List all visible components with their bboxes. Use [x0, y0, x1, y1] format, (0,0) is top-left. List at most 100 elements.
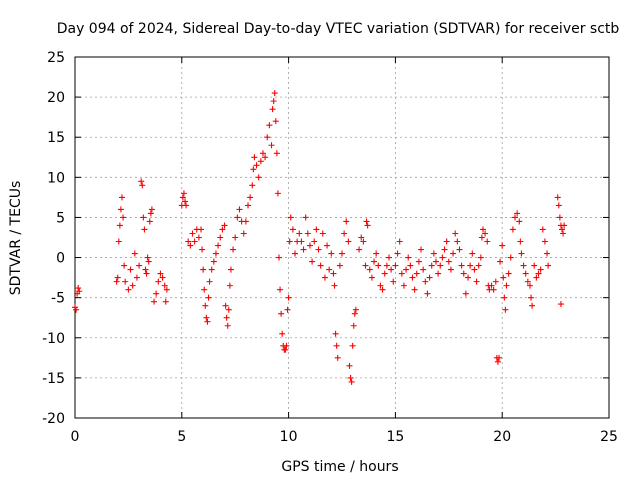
y-tick-label: 25	[47, 50, 65, 66]
data-point	[210, 258, 217, 265]
data-point	[554, 194, 561, 201]
data-point	[447, 266, 454, 273]
data-point	[282, 346, 289, 353]
data-point	[296, 230, 303, 237]
data-point	[555, 202, 562, 209]
data-point	[76, 288, 83, 295]
data-point	[73, 306, 80, 313]
data-point	[140, 214, 147, 221]
x-axis-tick-labels: 0 5 10 15 20 25	[71, 429, 618, 445]
data-point	[201, 286, 208, 293]
data-point	[113, 278, 120, 285]
data-point	[477, 254, 484, 261]
data-point	[467, 262, 474, 269]
data-point	[407, 262, 414, 269]
data-point	[398, 270, 405, 277]
data-point	[205, 294, 212, 301]
data-point	[492, 278, 499, 285]
data-point	[204, 318, 211, 325]
data-point	[362, 262, 369, 269]
data-point	[375, 262, 382, 269]
data-point	[479, 226, 486, 233]
data-point	[422, 278, 429, 285]
data-point	[292, 250, 299, 257]
data-point	[118, 194, 125, 201]
data-point	[253, 162, 260, 169]
data-point	[285, 294, 292, 301]
data-point	[517, 238, 524, 245]
data-point	[187, 242, 194, 249]
data-point	[284, 306, 291, 313]
data-point	[383, 262, 390, 269]
data-point	[409, 274, 416, 281]
data-point	[326, 266, 333, 273]
data-point	[526, 282, 533, 289]
data-point	[333, 342, 340, 349]
y-tick-label: 20	[47, 90, 65, 106]
data-point	[315, 246, 322, 253]
data-point	[388, 266, 395, 273]
data-point	[226, 282, 233, 289]
data-point	[309, 258, 316, 265]
data-point	[306, 242, 313, 249]
data-point	[445, 258, 452, 265]
data-point	[224, 322, 231, 329]
data-point	[127, 266, 134, 273]
data-point	[144, 254, 151, 261]
data-point	[561, 222, 568, 229]
data-point	[191, 238, 198, 245]
data-point	[302, 214, 309, 221]
data-point	[270, 98, 277, 105]
data-point	[522, 270, 529, 277]
data-point	[358, 234, 365, 241]
data-point	[330, 270, 337, 277]
data-point	[469, 250, 476, 257]
data-point	[424, 290, 431, 297]
data-point	[245, 202, 252, 209]
data-point	[321, 274, 328, 281]
data-point	[505, 270, 512, 277]
chart-title: Day 094 of 2024, Sidereal Day-to-day VTE…	[57, 21, 620, 37]
data-point	[405, 254, 412, 261]
data-point	[222, 302, 229, 309]
data-point	[500, 274, 507, 281]
data-point	[225, 306, 232, 313]
data-point	[364, 222, 371, 229]
x-tick-label: 20	[493, 429, 511, 445]
data-point	[331, 282, 338, 289]
data-point	[336, 262, 343, 269]
data-point	[269, 106, 276, 113]
data-point	[215, 242, 222, 249]
data-point	[507, 254, 514, 261]
x-tick-label: 25	[600, 429, 618, 445]
data-point	[392, 262, 399, 269]
data-point	[415, 258, 422, 265]
data-point	[223, 314, 230, 321]
data-point	[206, 278, 213, 285]
data-point	[242, 218, 249, 225]
data-point	[524, 278, 531, 285]
data-point	[351, 310, 358, 317]
data-point	[148, 206, 155, 213]
data-point	[153, 290, 160, 297]
data-point	[125, 286, 132, 293]
data-point	[155, 278, 162, 285]
data-point	[518, 250, 525, 257]
data-point	[114, 274, 121, 281]
data-point	[250, 166, 257, 173]
data-point	[471, 266, 478, 273]
data-point	[460, 270, 467, 277]
data-point	[452, 230, 459, 237]
data-point	[200, 266, 207, 273]
data-point	[347, 374, 354, 381]
data-point	[339, 250, 345, 257]
x-tick-label: 15	[386, 429, 404, 445]
data-point	[356, 246, 363, 253]
data-point	[531, 262, 538, 269]
data-point	[180, 190, 187, 197]
data-point	[332, 330, 339, 337]
data-point	[512, 214, 519, 221]
data-point	[255, 174, 262, 181]
data-point	[334, 354, 341, 361]
